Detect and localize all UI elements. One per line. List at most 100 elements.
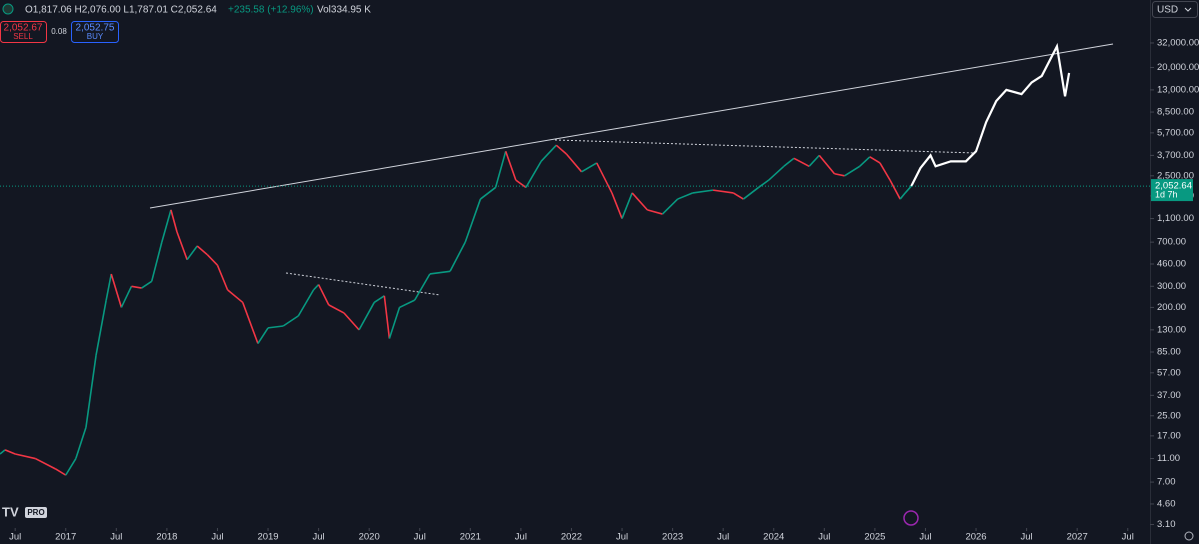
- y-tick-label: 13,000.00: [1157, 84, 1199, 95]
- x-tick-label: 2026: [965, 532, 986, 543]
- price-segment: [282, 315, 299, 327]
- currency-select[interactable]: [1152, 1, 1198, 18]
- price-segment: [4, 449, 16, 455]
- price-segment: [227, 289, 244, 304]
- y-tick-label: 8,500.00: [1157, 107, 1194, 118]
- price-segment: [95, 299, 107, 356]
- sell-button[interactable]: [0, 21, 47, 43]
- price-segment: [196, 245, 208, 256]
- x-tick-label: Jul: [717, 532, 729, 543]
- logo-badge: [25, 507, 47, 518]
- price-segment: [267, 325, 284, 329]
- y-tick-label: 11.00: [1157, 453, 1180, 464]
- x-tick-label: 2027: [1067, 532, 1088, 543]
- buy-price: 2,052.75: [76, 23, 115, 34]
- price-segment: [494, 151, 507, 188]
- price-segment: [555, 144, 567, 155]
- buy-label: BUY: [87, 32, 104, 41]
- x-tick-label: Jul: [110, 532, 122, 543]
- status-dot: [2, 3, 14, 15]
- price-segment: [449, 241, 466, 272]
- price-segment: [241, 302, 259, 344]
- price-segment: [692, 189, 714, 194]
- y-tick-label: 20,000.00: [1157, 62, 1199, 73]
- price-segment: [141, 280, 153, 289]
- chevron: [1184, 7, 1192, 12]
- last-price-label: 2,052.64: [1155, 181, 1192, 192]
- y-tick-label: 85.00: [1157, 347, 1181, 358]
- x-tick-label: 2024: [763, 532, 784, 543]
- price-segment: [808, 154, 820, 167]
- x-tick-label: Jul: [9, 532, 21, 543]
- price-segment: [257, 327, 269, 344]
- price-segment: [388, 307, 401, 339]
- x-tick-label: Jul: [313, 532, 325, 543]
- x-tick-label: Jul: [919, 532, 931, 543]
- price-segment: [504, 151, 517, 181]
- price-segment: [515, 179, 527, 189]
- price-segment: [631, 192, 648, 211]
- price-segment: [85, 355, 97, 428]
- plot: [0, 42, 1071, 476]
- x-tick-label: Jul: [616, 532, 628, 543]
- y-tick-label: 25.00: [1157, 410, 1181, 421]
- y-tick-label: 37.00: [1157, 390, 1181, 401]
- price-segment: [742, 186, 760, 200]
- price-segment: [328, 304, 345, 314]
- price-segment: [783, 157, 795, 167]
- price-segment: [358, 302, 375, 331]
- trend-line[interactable]: [149, 43, 1114, 209]
- price-segment: [565, 153, 583, 173]
- volume: Vol334.95 K: [317, 5, 371, 16]
- price-segment: [343, 312, 360, 331]
- y-tick-label: 5,700.00: [1157, 127, 1194, 138]
- x-tick-label: Jul: [1021, 532, 1033, 543]
- price-segment: [889, 179, 901, 200]
- x-tick-label: 2021: [460, 532, 481, 543]
- logo-mark: TV: [2, 504, 19, 519]
- price-segment: [35, 457, 56, 470]
- price-segment: [186, 245, 198, 261]
- price-segment: [399, 299, 416, 309]
- price-segment: [525, 160, 542, 188]
- price-segment: [879, 162, 891, 181]
- price-segment: [0, 449, 6, 455]
- price-segment: [818, 154, 836, 175]
- y-tick-label: 200.00: [1157, 302, 1186, 313]
- replay-icon[interactable]: [903, 510, 919, 526]
- price-segment: [464, 198, 482, 243]
- y-tick-label: 130.00: [1157, 324, 1186, 335]
- x-tick-label: 2025: [864, 532, 885, 543]
- x-tick-label: 2020: [359, 532, 380, 543]
- x-tick-label: 2019: [257, 532, 278, 543]
- last-price-box: [1151, 179, 1193, 202]
- price-segment: [596, 162, 613, 194]
- y-tick-label: 460.00: [1157, 259, 1186, 270]
- price-segment: [120, 285, 133, 308]
- settings-icon[interactable]: [1184, 531, 1194, 541]
- x-tick-label: 2017: [55, 532, 76, 543]
- price-segment: [150, 241, 163, 282]
- x-tick-label: 2018: [156, 532, 177, 543]
- sell-label: SELL: [13, 32, 33, 41]
- y-tick-label: 700.00: [1157, 237, 1186, 248]
- y-tick-label: 3,700.00: [1157, 150, 1194, 161]
- trend-line[interactable]: [285, 272, 441, 296]
- price-segment: [581, 162, 598, 173]
- y-tick-label: 300.00: [1157, 281, 1186, 292]
- price-segment: [161, 209, 172, 243]
- price-segment: [65, 458, 77, 476]
- price-segment: [413, 273, 431, 301]
- price-segment: [131, 285, 142, 289]
- ohlc: O1,817.06 H2,076.00 L1,787.01 C2,052.64: [25, 5, 217, 16]
- price-segment: [14, 453, 36, 460]
- price-segment: [834, 172, 845, 177]
- spread: 0.08: [51, 27, 67, 36]
- x-tick-label: 2023: [662, 532, 683, 543]
- buy-button[interactable]: [71, 21, 119, 43]
- x-tick-label: Jul: [515, 532, 527, 543]
- price-segment: [429, 270, 451, 275]
- price-segment: [758, 179, 770, 189]
- y-tick-label: 2,500.00: [1157, 170, 1194, 181]
